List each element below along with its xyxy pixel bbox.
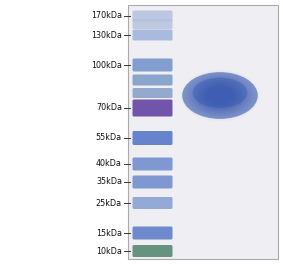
Text: 100kDa: 100kDa bbox=[91, 60, 122, 69]
Ellipse shape bbox=[194, 78, 246, 112]
Text: 15kDa: 15kDa bbox=[96, 229, 122, 238]
FancyBboxPatch shape bbox=[132, 197, 173, 209]
Ellipse shape bbox=[200, 82, 241, 109]
Ellipse shape bbox=[191, 77, 249, 114]
FancyBboxPatch shape bbox=[132, 158, 173, 171]
FancyBboxPatch shape bbox=[132, 176, 173, 188]
Ellipse shape bbox=[186, 73, 254, 118]
Text: 130kDa: 130kDa bbox=[91, 31, 122, 40]
Ellipse shape bbox=[207, 87, 233, 104]
Ellipse shape bbox=[193, 78, 247, 108]
FancyBboxPatch shape bbox=[132, 245, 173, 257]
Ellipse shape bbox=[189, 75, 251, 116]
FancyBboxPatch shape bbox=[132, 131, 173, 145]
Ellipse shape bbox=[197, 80, 243, 111]
FancyBboxPatch shape bbox=[132, 100, 173, 116]
Bar bbox=[128, 5, 278, 259]
Text: 25kDa: 25kDa bbox=[96, 199, 122, 208]
Text: 170kDa: 170kDa bbox=[91, 12, 122, 21]
Ellipse shape bbox=[202, 84, 238, 107]
FancyBboxPatch shape bbox=[132, 59, 173, 72]
Text: 40kDa: 40kDa bbox=[96, 159, 122, 168]
FancyBboxPatch shape bbox=[132, 74, 173, 86]
FancyBboxPatch shape bbox=[132, 11, 173, 21]
Ellipse shape bbox=[205, 86, 235, 106]
Text: 35kDa: 35kDa bbox=[96, 177, 122, 186]
FancyBboxPatch shape bbox=[132, 30, 173, 40]
FancyBboxPatch shape bbox=[132, 227, 173, 239]
Text: 55kDa: 55kDa bbox=[96, 134, 122, 143]
Ellipse shape bbox=[182, 72, 258, 119]
FancyBboxPatch shape bbox=[132, 19, 173, 29]
Text: 10kDa: 10kDa bbox=[96, 247, 122, 256]
Text: 70kDa: 70kDa bbox=[96, 103, 122, 112]
FancyBboxPatch shape bbox=[132, 88, 173, 98]
